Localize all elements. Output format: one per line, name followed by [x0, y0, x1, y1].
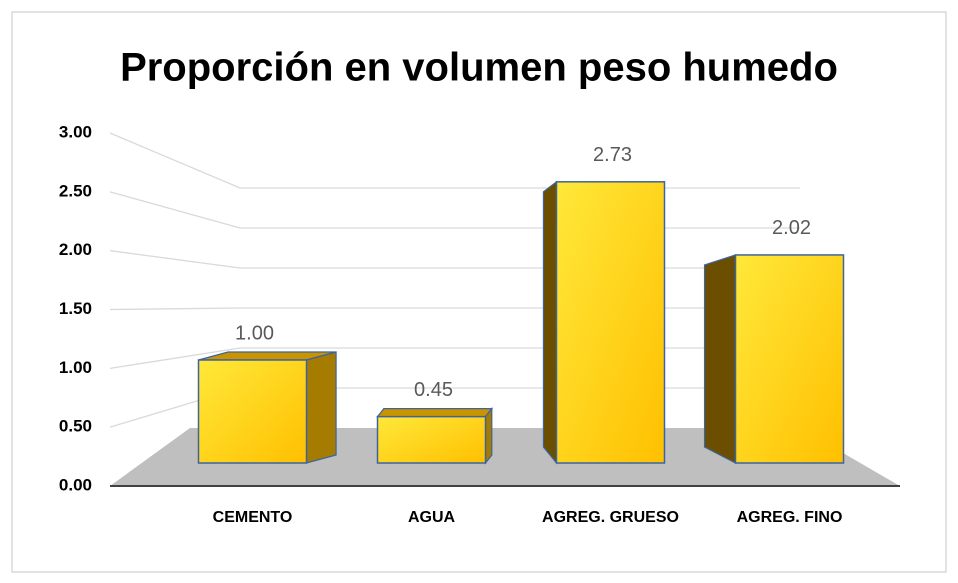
bar: [542, 180, 666, 465]
y-tick-label: 3.00: [59, 122, 92, 141]
y-tick-label: 1.50: [59, 299, 92, 318]
chart-title: Proporción en volumen peso humedo: [120, 46, 838, 90]
bar-front: [555, 181, 666, 464]
bar: [376, 406, 494, 465]
x-tick-label: AGREG. GRUESO: [542, 509, 679, 526]
x-tick-label: AGREG. FINO: [737, 509, 843, 526]
y-tick-label: 2.50: [59, 181, 92, 200]
value-label: 0.45: [414, 379, 453, 401]
bar-side: [703, 254, 737, 464]
y-tick-label: 1.00: [59, 358, 92, 377]
bar-top: [376, 408, 494, 418]
y-tick-label: 2.00: [59, 240, 92, 259]
bar-front: [197, 359, 308, 464]
value-label: 2.02: [772, 217, 811, 239]
bar: [703, 254, 845, 464]
x-tick-label: CEMENTO: [213, 509, 293, 526]
bar: [197, 351, 337, 464]
value-label: 2.73: [593, 144, 632, 166]
bar-side: [305, 351, 337, 464]
y-tick-label: 0.00: [59, 475, 92, 494]
bar-front: [376, 415, 487, 464]
bar-side: [542, 180, 558, 465]
y-tick-label: 0.50: [59, 417, 92, 436]
bar-front: [734, 254, 845, 464]
x-tick-label: AGUA: [408, 509, 456, 526]
value-label: 1.00: [235, 322, 274, 344]
bar-side: [484, 406, 493, 465]
